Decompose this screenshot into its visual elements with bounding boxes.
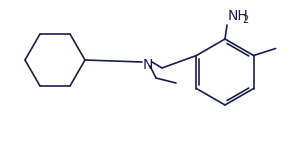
Text: N: N [143, 58, 153, 72]
Text: 2: 2 [242, 15, 248, 25]
Text: NH: NH [228, 9, 249, 23]
